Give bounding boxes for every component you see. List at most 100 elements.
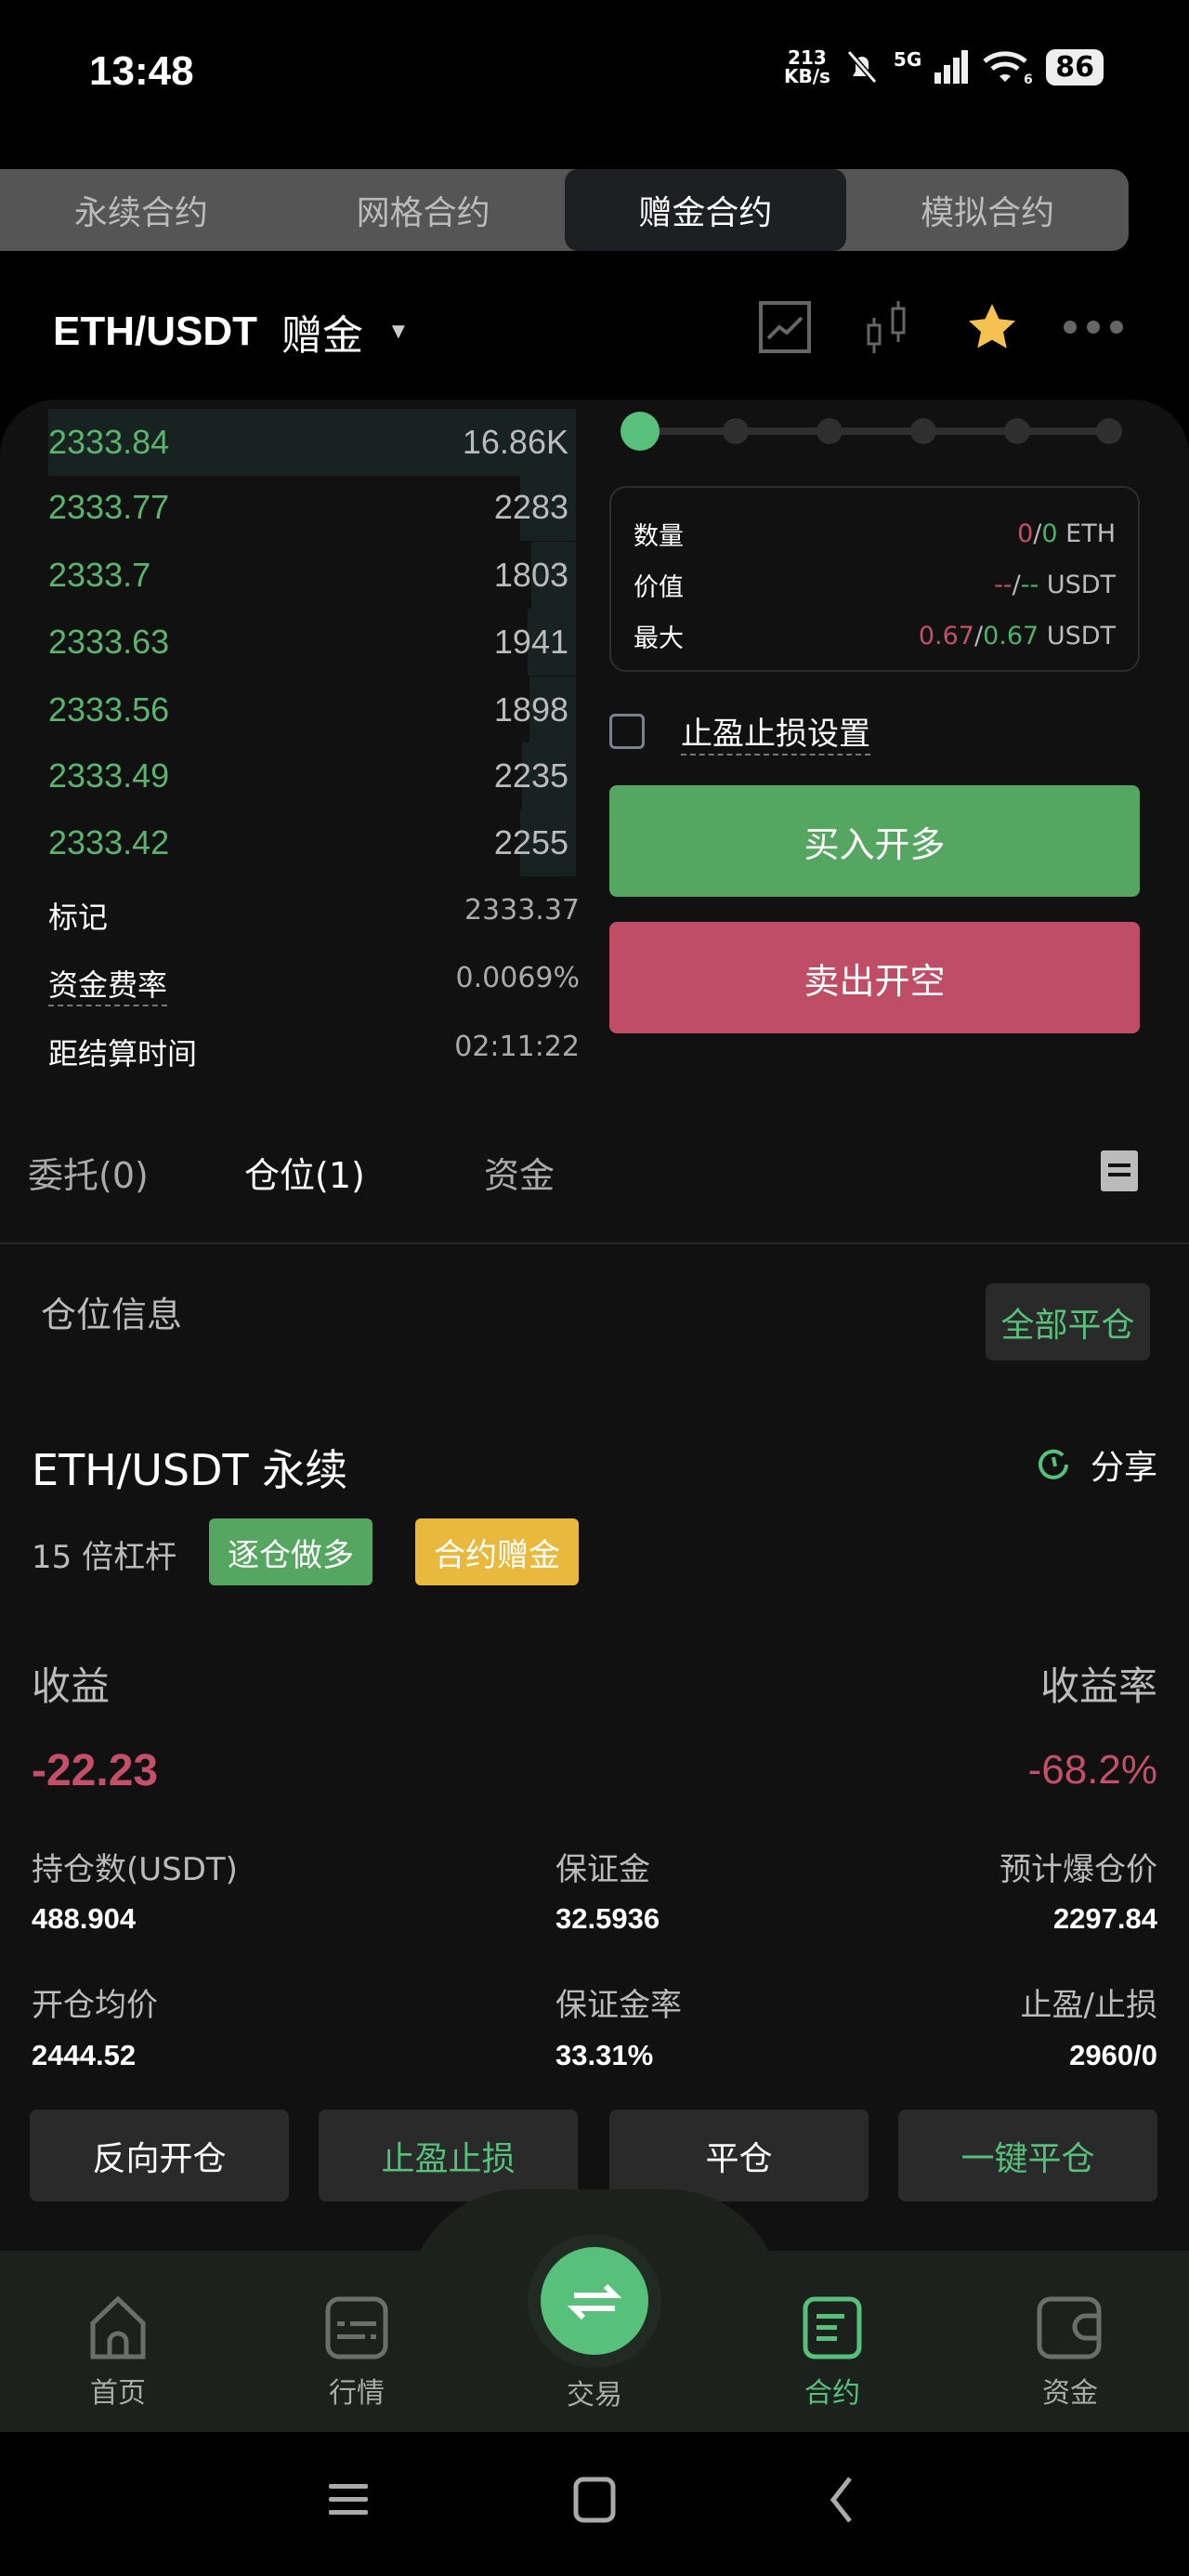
max-buy: 0.67	[983, 622, 1039, 651]
wifi-icon: 6	[983, 51, 1033, 85]
close-all-button[interactable]: 全部平仓	[986, 1283, 1150, 1360]
net-speed-value: 213	[788, 46, 827, 69]
bid-qty: 2255	[493, 823, 568, 861]
tpsl-checkbox[interactable]	[609, 714, 645, 749]
reverse-button[interactable]: 反向开仓	[30, 2109, 289, 2201]
bid-qty: 2283	[493, 488, 568, 526]
pair-name: ETH/USDT	[53, 309, 257, 354]
orderbook-row[interactable]: 2333.56 1898	[48, 677, 576, 743]
leverage-slider[interactable]	[621, 412, 1122, 451]
roe-label: 收益率	[1039, 1663, 1157, 1709]
close-button[interactable]: 平仓	[609, 2109, 869, 2201]
contract-icon	[803, 2296, 862, 2359]
pnl-label: 收益	[32, 1663, 111, 1709]
bid-price: 2333.49	[48, 756, 170, 795]
candlestick-icon[interactable]	[860, 299, 916, 355]
net-speed: 213 KB/s	[784, 48, 830, 85]
nav-assets[interactable]: 资金	[1005, 2295, 1135, 2411]
slider-step[interactable]	[723, 418, 749, 444]
settle-value: 02:11:22	[454, 1031, 580, 1063]
orderbook-row[interactable]: 2333.84 16.86K	[48, 409, 576, 476]
slider-thumb[interactable]	[621, 412, 660, 451]
slider-step[interactable]	[1096, 418, 1122, 444]
slider-step[interactable]	[1004, 418, 1030, 444]
side-tag: 逐仓做多	[209, 1518, 372, 1585]
swap-icon	[567, 2283, 622, 2320]
pair-mode: 赠金	[281, 313, 363, 359]
leverage-label: 15 倍杠杆	[32, 1539, 177, 1576]
nav-trade-label[interactable]: 交易	[567, 2379, 622, 2412]
size-label: 持仓数(USDT)	[32, 1851, 238, 1888]
bid-price: 2333.7	[48, 556, 151, 594]
slider-step[interactable]	[817, 418, 843, 444]
tab-orders[interactable]: 委托(0)	[28, 1155, 149, 1196]
tab-perpetual[interactable]: 永续合约	[73, 194, 208, 232]
tpsl-label[interactable]: 止盈止损设置	[681, 708, 870, 756]
chart-line-icon[interactable]	[757, 299, 813, 355]
max-unit: USDT	[1046, 622, 1116, 651]
position-section-title: 仓位信息	[41, 1295, 183, 1335]
recents-icon[interactable]	[320, 2472, 376, 2528]
star-icon[interactable]	[964, 299, 1020, 355]
quick-close-button[interactable]: 一键平仓	[898, 2109, 1157, 2201]
bid-qty: 16.86K	[462, 423, 568, 461]
entry-value: 2444.52	[32, 2039, 137, 2071]
nav-market-label: 行情	[329, 2377, 385, 2410]
more-icon[interactable]	[1061, 299, 1126, 355]
margin-rate-label: 保证金率	[555, 1987, 682, 2024]
nav-home-label: 首页	[90, 2377, 146, 2410]
settle-label: 距结算时间	[48, 1036, 198, 1071]
tpsl-value: 2960/0	[1069, 2039, 1157, 2071]
bid-qty: 1803	[493, 556, 568, 594]
mark-label: 标记	[48, 900, 109, 935]
orderbook-row[interactable]: 2333.77 2283	[48, 474, 576, 541]
qty-row: 数量 0/0 ETH	[634, 508, 1116, 559]
share-button[interactable]: 分享	[1035, 1440, 1157, 1489]
liq-label: 预计爆仓价	[1000, 1851, 1157, 1888]
tab-positions[interactable]: 仓位(1)	[244, 1155, 365, 1196]
status-icons: 213 KB/s 5G 6 86	[784, 48, 1104, 85]
orderbook-row[interactable]: 2333.42 2255	[48, 809, 576, 876]
orderbook-row[interactable]: 2333.49 2235	[48, 743, 576, 809]
bid-price: 2333.63	[48, 623, 170, 661]
bid-price: 2333.77	[48, 488, 170, 526]
wifi-badge: 6	[1024, 72, 1033, 85]
orderbook-row[interactable]: 2333.7 1803	[48, 542, 576, 609]
order-info-box: 数量 0/0 ETH 价值 --/-- USDT 最大 0.67/0.67 USDT	[609, 486, 1140, 672]
bid-price: 2333.42	[48, 823, 170, 861]
battery-indicator: 86	[1046, 48, 1104, 85]
tab-assets[interactable]: 资金	[484, 1155, 555, 1196]
mark-value: 2333.37	[464, 894, 580, 927]
home-button-icon[interactable]	[567, 2472, 622, 2528]
tab-grid[interactable]: 网格合约	[356, 194, 490, 232]
tpsl-button[interactable]: 止盈止损	[319, 2109, 578, 2201]
max-sell: 0.67	[918, 622, 974, 651]
back-icon[interactable]	[813, 2472, 869, 2528]
qty-unit: ETH	[1065, 519, 1116, 548]
share-icon	[1039, 1449, 1068, 1479]
buy-long-button[interactable]: 买入开多	[609, 785, 1140, 897]
value-buy: --	[1020, 571, 1039, 599]
bonus-tag: 合约赠金	[415, 1518, 579, 1585]
funding-rate-row: 资金费率 0.0069%	[48, 962, 580, 1006]
nav-market[interactable]: 行情	[292, 2295, 422, 2411]
nav-trade-button[interactable]	[541, 2247, 648, 2355]
tab-bonus[interactable]: 赠金合约	[564, 169, 847, 251]
nav-contract[interactable]: 合约	[767, 2295, 897, 2411]
nav-home[interactable]: 首页	[53, 2295, 183, 2411]
qty-buy: 0	[1041, 519, 1058, 548]
margin-label: 保证金	[555, 1851, 650, 1888]
entry-label: 开仓均价	[32, 1987, 158, 2024]
funding-label[interactable]: 资金费率	[48, 962, 168, 1006]
sell-short-button[interactable]: 卖出开空	[609, 922, 1140, 1033]
value-row: 价值 --/-- USDT	[634, 559, 1116, 611]
pair-selector[interactable]: ETH/USDT 赠金 ▼	[53, 302, 410, 361]
slider-step[interactable]	[910, 418, 936, 444]
margin-value: 32.5936	[555, 1902, 660, 1935]
nav-assets-label: 资金	[1042, 2377, 1098, 2410]
qty-label: 数量	[634, 522, 684, 551]
tab-demo[interactable]: 模拟合约	[921, 194, 1055, 232]
document-icon[interactable]	[1101, 1150, 1138, 1195]
orderbook-row[interactable]: 2333.63 1941	[48, 609, 576, 676]
bid-qty: 1898	[493, 690, 568, 729]
